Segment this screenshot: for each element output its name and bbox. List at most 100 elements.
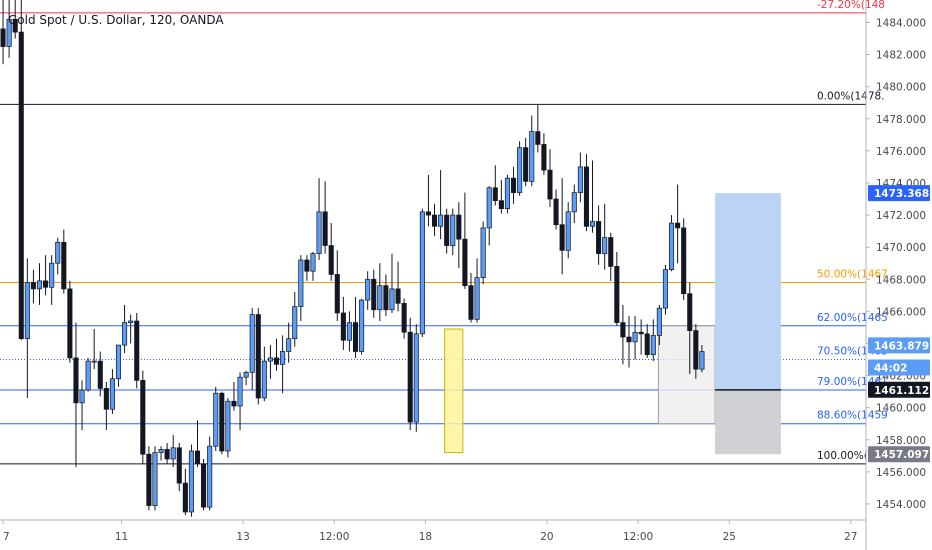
candle-body-62 [377,285,383,311]
candle-body-113 [687,293,693,331]
candle-115 [699,345,705,373]
candle-body-91 [553,198,559,226]
candle-65 [395,261,401,312]
candle-89 [541,133,547,175]
price-axis[interactable]: 1484.000 1482.000 1480.000 1478.000 1476.000… [866,17,926,511]
candle-51 [310,251,316,281]
candle-body-60 [365,278,371,301]
candle-body-17 [103,388,109,410]
candle-48 [292,292,298,347]
y-tick-label-13: 1458.000 [876,435,926,447]
candle-body-5 [30,282,36,290]
candle-3 [18,0,24,341]
fib-label-3: 62.00%(1465 [817,312,888,324]
candle-body-103 [626,336,632,343]
candle-1 [6,0,12,58]
candle-body-105 [638,331,644,335]
candle-2 [12,0,18,39]
candle-24 [146,446,152,511]
candle-body-3 [18,31,24,339]
candle-77 [468,272,474,323]
candle-23 [140,370,146,464]
price-badge-bg-4 [868,446,930,463]
position-target-zone [715,193,781,390]
candle-body-88 [535,131,541,145]
candle-101 [614,251,620,326]
candle-94 [571,184,577,224]
candle-107 [650,319,656,362]
candle-106 [644,324,650,358]
candle-body-30 [182,482,188,513]
candle-90 [547,149,553,208]
candle-16 [97,351,103,397]
candle-52 [316,178,322,260]
candle-body-85 [517,147,523,193]
candle-92 [559,178,565,275]
y-tick-label-7: 1470.000 [876,242,926,254]
candle-body-20 [122,322,128,346]
price-badges: 1473.368 1463.879 44:02 1461.112 1457.097 [868,185,930,463]
candle-79 [480,221,486,285]
candle-97 [589,160,596,233]
candle-28 [170,434,176,468]
candle-66 [401,298,407,339]
candle-9 [55,237,61,275]
candle-98 [596,205,602,265]
candle-body-54 [328,245,334,275]
candle-80 [486,186,492,246]
candle-55 [334,250,340,321]
candle-83 [504,174,510,214]
y-tick-label-3: 1478.000 [876,114,926,126]
candle-body-19 [115,344,122,380]
price-badge-1: 1463.879 [868,337,930,354]
candle-37 [225,398,231,458]
candle-body-22 [134,320,140,381]
time-axis[interactable]: 7 11 13 12:00 18 20 12:00 25 27 [2,520,857,543]
candle-45 [273,338,280,371]
candle-61 [371,269,377,318]
candle-41 [249,308,255,390]
candle-body-94 [571,192,577,213]
candle-108 [656,304,662,346]
candle-body-112 [681,227,687,295]
candle-112 [681,218,687,301]
candle-body-71 [431,214,438,227]
candle-body-77 [468,285,474,320]
candle-103 [626,316,632,368]
candle-body-111 [675,222,681,229]
candle-111 [675,184,681,264]
candle-body-69 [419,211,425,335]
price-badge-bg-0 [868,185,930,202]
candle-body-98 [596,221,602,254]
candle-20 [122,304,128,354]
candle-body-110 [668,222,675,270]
candle-body-16 [97,360,103,389]
candle-15 [91,329,97,370]
price-badge-4: 1457.097 [868,446,930,463]
candle-6 [36,263,43,305]
candle-body-68 [413,333,419,423]
candle-body-61 [371,278,377,311]
x-tick-label-8: 27 [844,531,857,543]
candle-body-23 [140,380,146,455]
candle-body-115 [699,351,705,370]
candle-body-53 [322,211,328,246]
candle-body-11 [67,288,73,359]
candle-0 [0,0,6,65]
candle-43 [261,346,267,402]
fib-label-2: 50.00%(1467 [817,268,888,280]
candle-body-27 [164,449,170,460]
candle-body-13 [79,389,85,404]
candle-body-74 [450,214,456,246]
candle-54 [328,223,334,281]
candle-100 [608,232,614,281]
price-badge-2: 44:02 [868,359,930,376]
y-tick-label-8: 1468.000 [876,274,926,286]
candle-34 [207,436,213,511]
candle-body-59 [359,299,365,352]
candle-body-1 [6,18,12,47]
candle-body-9 [55,241,61,264]
candle-body-64 [389,288,395,311]
candle-13 [79,380,85,431]
